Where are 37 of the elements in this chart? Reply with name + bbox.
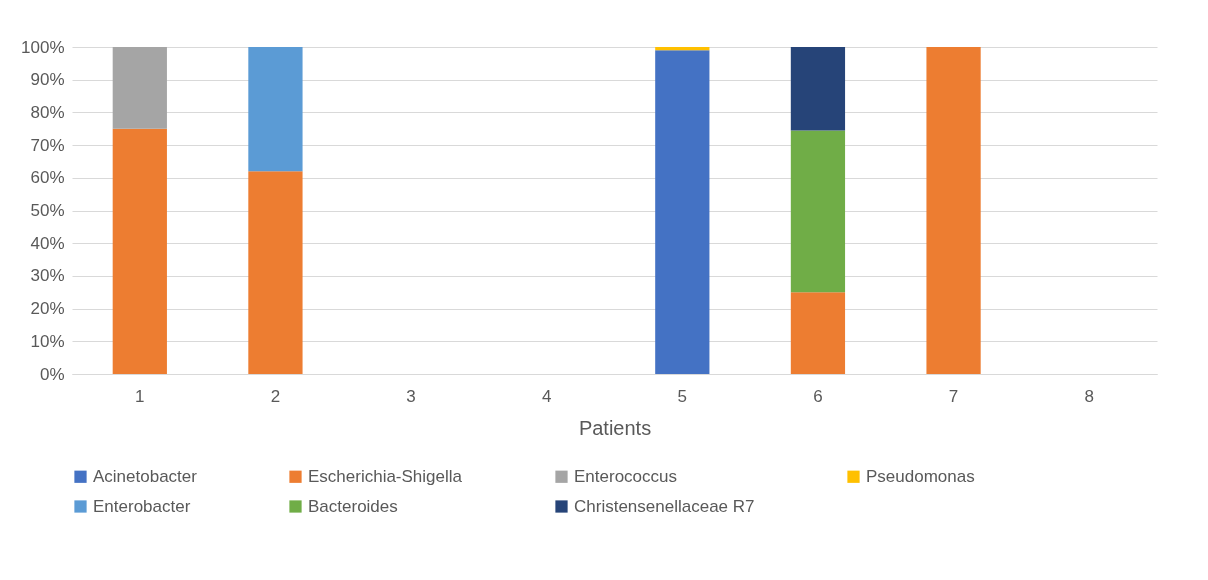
legend-label: Acinetobacter: [93, 466, 198, 486]
x-tick-label: 8: [1084, 386, 1094, 406]
legend-label: Enterococcus: [574, 466, 677, 486]
bar: [112, 128, 167, 374]
x-tick-label: 3: [406, 386, 416, 406]
bar: [790, 130, 846, 293]
x-tick-label: 7: [948, 386, 959, 406]
x-tick-label: 4: [541, 386, 552, 406]
bar: [655, 47, 710, 51]
legend-label: Bacteroides: [308, 496, 398, 516]
x-tick-label: 1: [135, 386, 145, 406]
x-tick-label: 6: [813, 386, 823, 406]
bar: [112, 47, 167, 129]
bar: [926, 47, 981, 374]
legend-label: Pseudomonas: [866, 466, 975, 486]
y-tick-label: 80%: [30, 102, 65, 122]
bar: [248, 47, 303, 172]
bar: [655, 50, 710, 374]
legend-label: Escherichia-Shigella: [308, 466, 463, 486]
x-axis-title: Patients: [578, 416, 652, 439]
y-tick-label: 0%: [39, 364, 65, 384]
y-tick-label: 50%: [30, 201, 65, 220]
y-tick-label: 30%: [30, 266, 65, 286]
y-tick-label: 100%: [21, 37, 65, 57]
x-tick-label: 2: [270, 386, 281, 406]
legend-label: Enterobacter: [93, 496, 191, 516]
bar: [790, 47, 846, 131]
y-tick-label: 10%: [30, 331, 65, 351]
y-tick-label: 40%: [30, 233, 65, 253]
bar: [248, 171, 303, 374]
x-tick-label: 5: [677, 386, 688, 406]
bar: [790, 292, 846, 374]
y-tick-label: 70%: [30, 135, 65, 155]
y-tick-label: 20%: [30, 299, 65, 319]
y-tick-label: 90%: [30, 70, 65, 90]
y-tick-label: 60%: [30, 168, 65, 188]
legend-label: Christensenellaceae R7: [574, 496, 755, 516]
